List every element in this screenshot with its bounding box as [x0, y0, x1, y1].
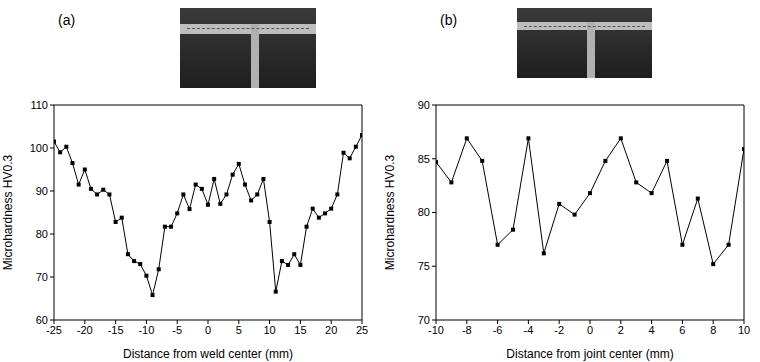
- svg-text:-20: -20: [77, 324, 93, 336]
- svg-text:100: 100: [30, 142, 48, 154]
- svg-text:70: 70: [418, 314, 430, 326]
- svg-text:0: 0: [587, 324, 593, 336]
- svg-text:-25: -25: [46, 324, 62, 336]
- svg-text:90: 90: [36, 185, 48, 197]
- svg-text:0: 0: [205, 324, 211, 336]
- svg-text:80: 80: [418, 206, 430, 218]
- svg-text:60: 60: [36, 314, 48, 326]
- svg-text:20: 20: [325, 324, 337, 336]
- svg-text:Distance from weld center (mm): Distance from weld center (mm): [123, 347, 293, 361]
- svg-text:-10: -10: [138, 324, 154, 336]
- svg-text:-10: -10: [428, 324, 444, 336]
- svg-text:-15: -15: [108, 324, 124, 336]
- svg-text:15: 15: [294, 324, 306, 336]
- svg-text:75: 75: [418, 260, 430, 272]
- svg-text:-5: -5: [172, 324, 182, 336]
- svg-text:4: 4: [649, 324, 655, 336]
- svg-text:Distance from joint center (mm: Distance from joint center (mm): [506, 347, 673, 361]
- svg-text:Microhardness HV0.3: Microhardness HV0.3: [383, 154, 397, 270]
- svg-text:80: 80: [36, 228, 48, 240]
- svg-text:-6: -6: [493, 324, 503, 336]
- svg-text:-2: -2: [554, 324, 564, 336]
- html-text:(b): (b): [440, 12, 458, 28]
- svg-text:-4: -4: [524, 324, 534, 336]
- svg-text:70: 70: [36, 271, 48, 283]
- svg-text:6: 6: [679, 324, 685, 336]
- svg-text:90: 90: [418, 99, 430, 111]
- svg-text:8: 8: [710, 324, 716, 336]
- svg-text:85: 85: [418, 153, 430, 165]
- svg-text:-8: -8: [462, 324, 472, 336]
- svg-text:10: 10: [738, 324, 750, 336]
- svg-text:25: 25: [356, 324, 368, 336]
- svg-text:Microhardness HV0.3: Microhardness HV0.3: [8, 154, 15, 270]
- svg-text:5: 5: [236, 324, 242, 336]
- svg-text:110: 110: [30, 99, 48, 111]
- html-text:(a): (a): [58, 12, 76, 28]
- svg-text:10: 10: [263, 324, 275, 336]
- svg-text:2: 2: [618, 324, 624, 336]
